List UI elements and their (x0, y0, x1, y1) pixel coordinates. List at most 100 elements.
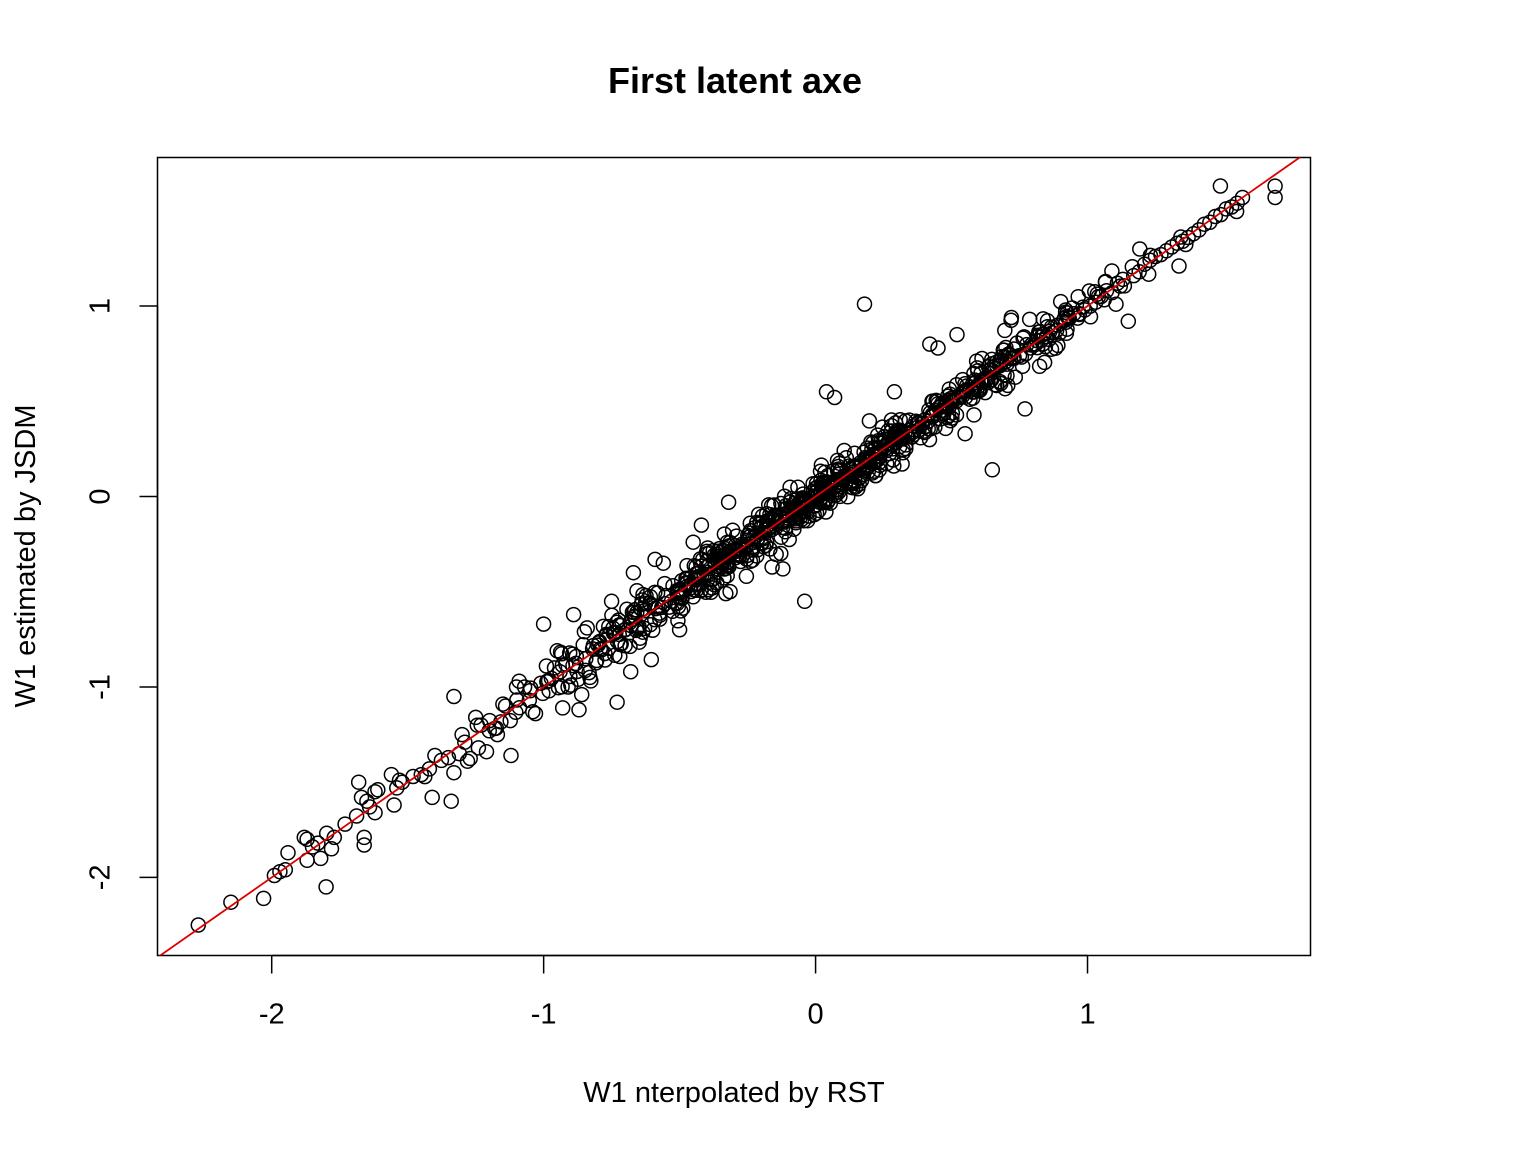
data-point (370, 782, 386, 798)
data-point (738, 568, 755, 585)
data-point (356, 837, 372, 853)
y-tick-label: 1 (85, 298, 117, 314)
data-point (813, 457, 830, 473)
data-point (807, 498, 823, 514)
data-point (540, 672, 557, 689)
data-point (1108, 296, 1124, 312)
data-point (898, 437, 914, 453)
data-point (655, 555, 672, 571)
data-point (873, 434, 889, 450)
data-point (624, 604, 641, 620)
data-point (1087, 284, 1103, 300)
data-point (705, 571, 721, 588)
data-point (674, 590, 690, 607)
data-point (847, 472, 863, 489)
data-point (1140, 266, 1157, 282)
data-point (446, 764, 462, 781)
data-point (367, 783, 383, 800)
data-point (511, 673, 527, 689)
data-point (337, 816, 353, 832)
data-point (527, 705, 544, 722)
data-point (433, 752, 450, 769)
identity-line (158, 157, 1302, 956)
data-point (937, 420, 954, 437)
data-point (1017, 401, 1033, 417)
data-point (1082, 309, 1099, 325)
data-point (386, 797, 402, 813)
data-point (1043, 341, 1060, 357)
x-axis: -2 -1 0 1 (259, 954, 1096, 1031)
data-point (984, 462, 1001, 478)
data-point (597, 645, 613, 662)
chart-title: First latent axe (608, 60, 862, 101)
data-point (1267, 178, 1283, 194)
data-point (999, 367, 1015, 384)
data-point (622, 638, 638, 655)
data-point (962, 391, 978, 408)
data-point (609, 694, 625, 710)
data-point (632, 630, 648, 646)
data-point (647, 551, 663, 568)
data-point (997, 322, 1013, 339)
data-point (957, 425, 973, 442)
data-point (966, 407, 982, 423)
y-tick-label: -2 (85, 865, 117, 891)
data-point (930, 340, 946, 356)
data-point (356, 829, 372, 846)
data-point (692, 551, 709, 567)
x-tick-label: -1 (531, 999, 557, 1031)
data-point (768, 546, 784, 563)
data-point (1081, 283, 1098, 299)
data-point (722, 583, 738, 600)
data-point (1212, 178, 1229, 194)
data-point (1234, 189, 1251, 206)
data-point (1014, 358, 1031, 375)
data-point (643, 651, 660, 668)
data-point (718, 560, 735, 576)
y-axis-label: W1 estimated by JSDM (10, 405, 42, 708)
data-point (310, 835, 326, 851)
data-point (839, 489, 856, 505)
data-point (629, 582, 645, 599)
data-point (625, 564, 642, 581)
data-point (671, 622, 688, 638)
data-point (716, 526, 733, 542)
data-point (348, 808, 365, 824)
y-tick-label: -1 (85, 674, 117, 700)
data-point (786, 521, 802, 537)
data-point (1132, 241, 1148, 257)
data-point (922, 421, 939, 437)
data-point (1229, 195, 1245, 211)
data-point (796, 593, 813, 610)
data-point (581, 664, 597, 681)
data-point (570, 671, 586, 688)
data-point (1003, 312, 1019, 329)
data-point (938, 396, 954, 412)
data-point (892, 411, 908, 428)
data-point (469, 717, 486, 733)
y-axis: -2 -1 0 1 (85, 298, 159, 891)
data-point (389, 780, 405, 796)
data-point (554, 679, 570, 695)
data-point (647, 584, 663, 601)
data-point (642, 589, 659, 605)
data-point (822, 495, 839, 511)
data-point (964, 376, 981, 392)
data-point (1052, 293, 1069, 310)
data-point (1048, 322, 1065, 339)
data-point (694, 567, 710, 584)
data-point (921, 431, 938, 448)
data-point (622, 663, 639, 680)
data-point (1191, 222, 1207, 238)
data-point (571, 702, 587, 718)
data-point (920, 413, 936, 430)
data-point (535, 616, 552, 632)
data-point (383, 766, 400, 783)
data-point (459, 753, 476, 769)
data-point (787, 500, 804, 516)
data-point (446, 688, 462, 705)
data-point (255, 890, 272, 907)
data-point (323, 841, 340, 857)
x-tick-label: -2 (259, 999, 285, 1031)
